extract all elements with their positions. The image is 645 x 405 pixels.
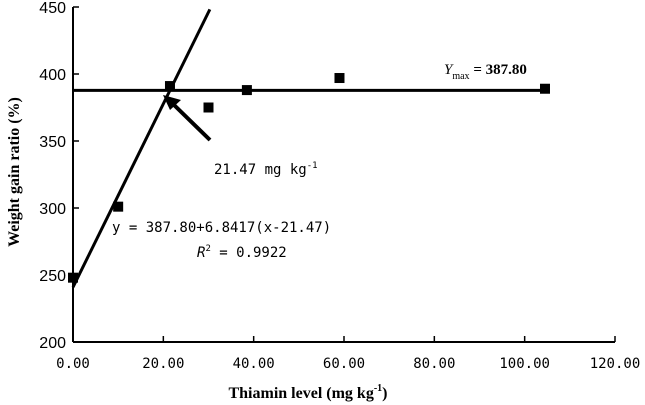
r2-value: = 0.9922 [211,245,287,261]
x-axis-label-close: ) [382,385,387,402]
rising-fit-line [71,8,212,288]
y-tick-label: 300 [39,201,66,218]
y-tick-label: 350 [39,134,66,151]
x-tick-label: 20.00 [142,356,184,372]
x-tick-label: 120.00 [590,356,641,372]
axes [72,7,615,343]
x-tick-label: 100.00 [499,356,550,372]
x-axis-label: Thiamin level (mg kg-1) [228,383,387,402]
data-point [539,83,550,94]
y-tick-label: 400 [39,67,66,84]
ymax-value: = 387.80 [470,62,527,78]
equation-annotation: y = 387.80+6.8417(x-21.47) [112,220,331,236]
data-point [203,102,214,113]
data-point [164,81,175,92]
y-tick-label: 200 [39,335,66,352]
r2-symbol: R [197,245,205,261]
data-points [68,73,550,283]
breakpoint-annotation: 21.47 mg kg-1 [214,161,318,178]
r2-annotation: R2 = 0.9922 [197,244,287,261]
data-point [113,201,124,212]
ymax-subscript: max [452,71,469,82]
ymax-annotation: Ymax = 387.80 [444,62,527,82]
data-point [334,73,345,84]
x-tick-label: 40.00 [233,356,275,372]
data-point [68,272,78,283]
x-axis-label-sup: -1 [374,383,382,394]
breakpoint-text: 21.47 mg kg [214,162,307,178]
y-tick-label: 450 [39,0,66,17]
y-ticks: 200 250 300 350 400 450 [39,0,79,352]
ymax-symbol: Y [444,62,454,78]
y-tick-label: 250 [39,268,66,285]
r2-sup: 2 [205,244,210,254]
y-axis-label: Weight gain ratio (%) [6,97,23,247]
data-point [241,85,252,96]
x-tick-label: 60.00 [323,356,365,372]
x-axis-label-text: Thiamin level (mg kg [228,385,373,402]
fit-lines [71,8,545,288]
breakpoint-arrow [163,95,212,142]
x-tick-label: 0.00 [56,356,90,372]
x-tick-label: 80.00 [413,356,455,372]
breakpoint-sup: -1 [307,161,318,171]
x-ticks: 0.00 20.00 40.00 60.00 80.00 100.00 120.00 [56,336,640,372]
